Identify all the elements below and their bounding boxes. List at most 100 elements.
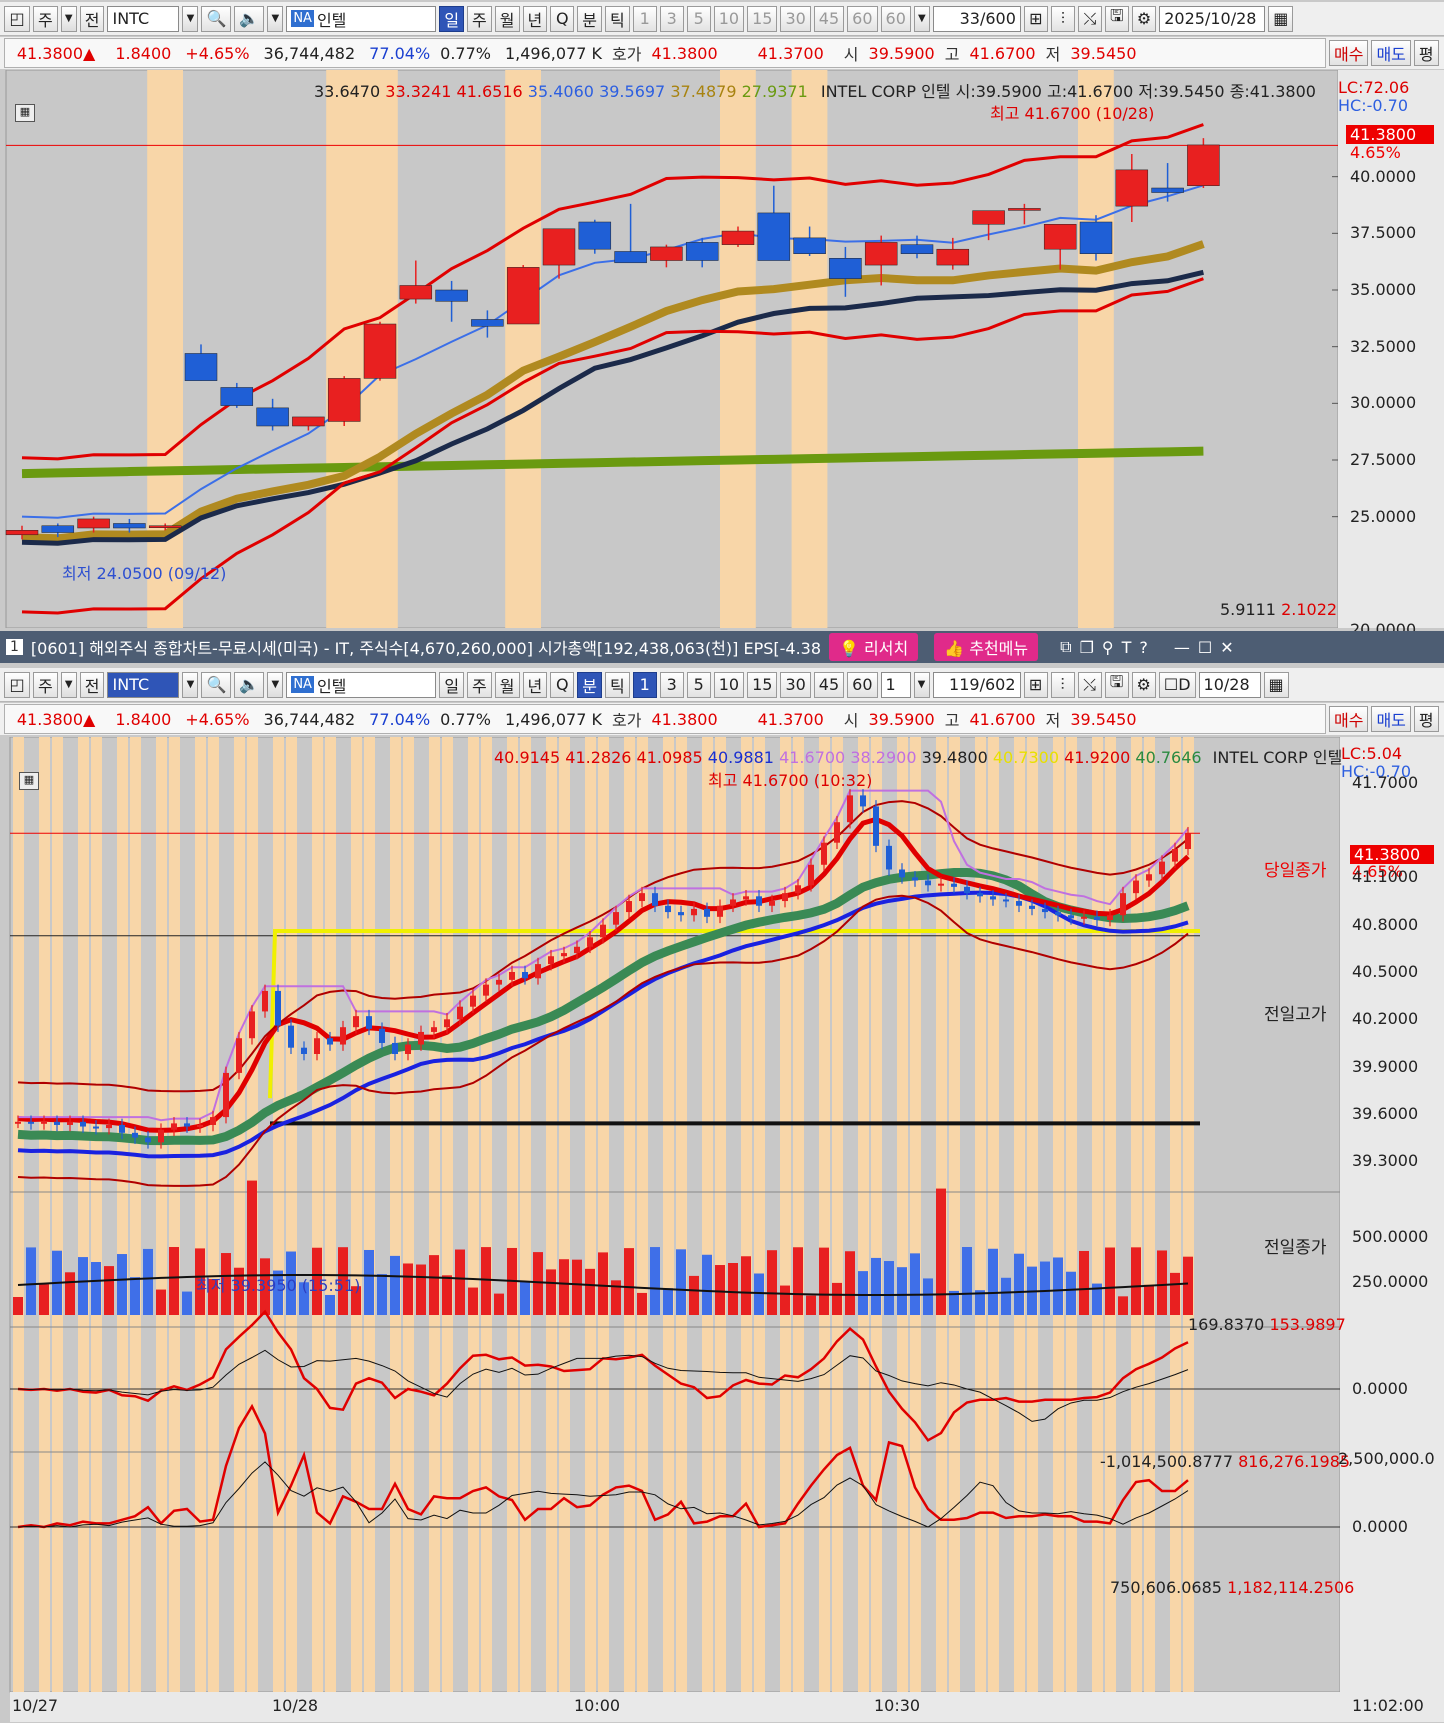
- interval-10-2[interactable]: 10: [713, 671, 745, 698]
- interval-15[interactable]: 15: [747, 5, 778, 32]
- calendar-icon[interactable]: ▦: [1268, 5, 1294, 32]
- interval-5-2[interactable]: 5: [686, 671, 711, 698]
- interval-5[interactable]: 5: [686, 5, 711, 32]
- speaker-dropdown-icon-2[interactable]: ▼: [267, 671, 284, 698]
- sell-button[interactable]: 매도: [1371, 40, 1411, 66]
- help-icon[interactable]: ?: [1139, 637, 1148, 657]
- pin-icon[interactable]: ⚲: [1101, 637, 1114, 657]
- type-dropdown-icon-2[interactable]: ▼: [60, 671, 77, 698]
- daily-chart[interactable]: [0, 70, 1444, 628]
- date-input-2[interactable]: 10/28: [1198, 671, 1261, 698]
- date-input[interactable]: 2025/10/28: [1159, 5, 1266, 32]
- period-month[interactable]: 월: [494, 5, 520, 32]
- gear-icon[interactable]: ⚙: [1131, 5, 1157, 32]
- period-year[interactable]: 년: [522, 5, 548, 32]
- interval-60-2[interactable]: 60: [847, 671, 878, 698]
- daily-axis-label: 40.0000: [1350, 166, 1417, 186]
- avg-button-2[interactable]: 평: [1413, 706, 1439, 732]
- interval-dropdown-icon[interactable]: ▼: [913, 5, 930, 32]
- grid-icon[interactable]: ⊞: [1023, 5, 1048, 32]
- prev-button-2[interactable]: 전: [79, 671, 105, 698]
- compare-icon-2[interactable]: ⤯: [1077, 671, 1102, 698]
- window-menu-icon[interactable]: ◰: [4, 5, 30, 32]
- count-input[interactable]: 33/600: [932, 5, 1021, 32]
- na-badge: NA: [291, 10, 314, 27]
- candle-tool-icon-2[interactable]: ⫶: [1050, 671, 1075, 698]
- buy-button-2[interactable]: 매수: [1329, 706, 1369, 732]
- minute-select[interactable]: 1: [880, 671, 911, 698]
- intra-highlight-band: [1066, 737, 1077, 1692]
- period-week-2[interactable]: 주: [467, 671, 492, 698]
- interval-60[interactable]: 60: [847, 5, 878, 32]
- period-tick-2[interactable]: 틱: [604, 671, 630, 698]
- maximize-icon[interactable]: ☐: [1197, 637, 1213, 657]
- symbol-input[interactable]: INTC: [107, 5, 180, 32]
- calendar-icon-2[interactable]: ▦: [1263, 671, 1289, 698]
- candle-tool-icon[interactable]: ⫶: [1050, 5, 1075, 32]
- period-year-2[interactable]: 년: [522, 671, 548, 698]
- intra-axis-label: 40.8000: [1352, 914, 1419, 934]
- search-icon[interactable]: 🔍: [201, 5, 232, 32]
- grid-icon-2[interactable]: ⊞: [1023, 671, 1048, 698]
- symbol-dropdown-icon-2[interactable]: ▼: [182, 671, 199, 698]
- text-icon[interactable]: T: [1121, 637, 1132, 657]
- quote-row-top: 41.3800 ▲ 1.8400 +4.65% 36,744,482 77.04%…: [0, 37, 1444, 69]
- gear-icon-2[interactable]: ⚙: [1131, 671, 1156, 698]
- stock-name-field[interactable]: NA 인텔: [286, 5, 437, 32]
- type-dropdown-icon[interactable]: ▼: [60, 5, 77, 32]
- interval-30[interactable]: 30: [780, 5, 811, 32]
- speaker-icon-2[interactable]: 🔈: [234, 671, 265, 698]
- interval-45[interactable]: 45: [813, 5, 845, 32]
- sell-button-2[interactable]: 매도: [1371, 706, 1411, 732]
- minute-dropdown-icon[interactable]: ▼: [913, 671, 930, 698]
- speaker-dropdown-icon[interactable]: ▼: [267, 5, 284, 32]
- speaker-icon[interactable]: 🔈: [234, 5, 265, 32]
- interval-60-select[interactable]: 60: [880, 5, 911, 32]
- period-week[interactable]: 주: [467, 5, 492, 32]
- count-input-2[interactable]: 119/602: [932, 671, 1021, 698]
- d-checkbox[interactable]: ☐D: [1158, 671, 1196, 698]
- stock-name-field-2[interactable]: NA 인텔: [286, 671, 437, 698]
- minimize-icon[interactable]: —: [1173, 637, 1190, 657]
- period-minute-2[interactable]: 분: [577, 671, 602, 698]
- interval-30-2[interactable]: 30: [780, 671, 811, 698]
- recommend-menu-button[interactable]: 👍 추천메뉴: [934, 633, 1039, 661]
- intra-highlight-band: [702, 737, 713, 1692]
- period-month-2[interactable]: 월: [494, 671, 520, 698]
- interval-45-2[interactable]: 45: [813, 671, 845, 698]
- period-quarter-2[interactable]: Q: [550, 671, 575, 698]
- intraday-chart[interactable]: [0, 737, 1444, 1722]
- chart-grid-icon-2[interactable]: ▦: [19, 772, 39, 790]
- interval-3-2[interactable]: 3: [659, 671, 684, 698]
- interval-1[interactable]: 1: [632, 5, 657, 32]
- search-icon-2[interactable]: 🔍: [201, 671, 232, 698]
- prev-button[interactable]: 전: [79, 5, 105, 32]
- interval-1-2[interactable]: 1: [632, 671, 657, 698]
- compare-icon[interactable]: ⤯: [1077, 5, 1102, 32]
- interval-3[interactable]: 3: [659, 5, 684, 32]
- period-minute[interactable]: 분: [577, 5, 602, 32]
- period-quarter[interactable]: Q: [550, 5, 575, 32]
- save-icon-2[interactable]: 🖫: [1104, 671, 1129, 698]
- research-button[interactable]: 💡 리서치: [829, 633, 919, 661]
- daily-candle: [936, 248, 970, 266]
- intra-axis-label: 40.5000: [1352, 962, 1419, 981]
- window-copy-icon[interactable]: ❐: [1079, 637, 1094, 657]
- symbol-input-2[interactable]: INTC: [107, 671, 180, 698]
- period-tick[interactable]: 틱: [604, 5, 630, 32]
- buy-button[interactable]: 매수: [1329, 40, 1369, 66]
- interval-15-2[interactable]: 15: [747, 671, 778, 698]
- type-button[interactable]: 주: [33, 5, 58, 32]
- type-button-2[interactable]: 주: [33, 671, 58, 698]
- period-day-2[interactable]: 일: [439, 671, 465, 698]
- window-menu-icon-2[interactable]: ◰: [4, 671, 30, 698]
- save-icon[interactable]: 🖫: [1104, 5, 1129, 32]
- chart-grid-icon[interactable]: ▦: [15, 104, 35, 122]
- avg-button[interactable]: 평: [1413, 40, 1439, 66]
- interval-10[interactable]: 10: [713, 5, 745, 32]
- symbol-dropdown-icon[interactable]: ▼: [182, 5, 199, 32]
- period-day[interactable]: 일: [439, 5, 465, 32]
- close-icon[interactable]: ✕: [1220, 637, 1234, 657]
- window-tile-icon[interactable]: ⧉: [1060, 637, 1072, 656]
- volume-bar: [364, 1249, 374, 1315]
